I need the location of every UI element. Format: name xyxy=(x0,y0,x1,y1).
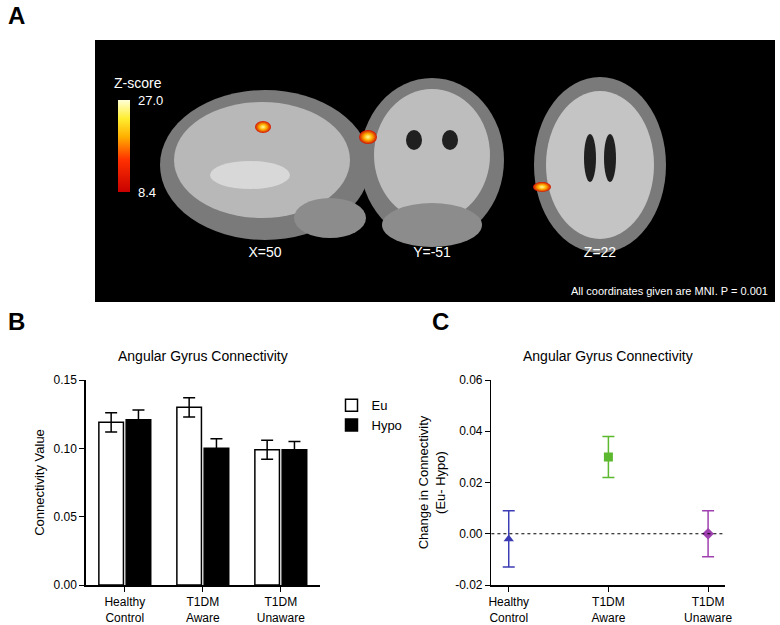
svg-text:0.05: 0.05 xyxy=(54,510,78,524)
svg-text:0.04: 0.04 xyxy=(459,424,483,438)
svg-text:27.0: 27.0 xyxy=(138,93,163,108)
svg-text:Hypo: Hypo xyxy=(372,418,402,433)
svg-text:Z-score: Z-score xyxy=(114,75,162,91)
svg-text:All coordinates given are MNI.: All coordinates given are MNI. P = 0.001 xyxy=(571,285,768,297)
svg-text:0.06: 0.06 xyxy=(459,373,483,387)
svg-text:Eu: Eu xyxy=(372,398,388,413)
svg-text:8.4: 8.4 xyxy=(138,185,156,200)
html-text:A: A xyxy=(8,2,26,29)
svg-text:Angular Gyrus Connectivity: Angular Gyrus Connectivity xyxy=(523,348,693,364)
svg-text:HealthyControl: HealthyControl xyxy=(104,595,145,625)
svg-text:Connectivity Value: Connectivity Value xyxy=(32,429,47,536)
svg-text:T1DMUnaware: T1DMUnaware xyxy=(684,595,732,625)
svg-text:HealthyControl: HealthyControl xyxy=(488,595,529,625)
svg-text:Angular Gyrus Connectivity: Angular Gyrus Connectivity xyxy=(118,348,288,364)
html-text:B: B xyxy=(8,308,26,335)
svg-text:T1DMUnaware: T1DMUnaware xyxy=(257,595,305,625)
svg-text:-0.02: -0.02 xyxy=(455,578,483,592)
svg-text:T1DMAware: T1DMAware xyxy=(186,595,220,625)
svg-text:0.00: 0.00 xyxy=(54,578,78,592)
svg-text:Y=-51: Y=-51 xyxy=(413,244,451,260)
html-text:C: C xyxy=(432,308,450,335)
svg-text:0.00: 0.00 xyxy=(459,527,483,541)
svg-text:T1DMAware: T1DMAware xyxy=(592,595,626,625)
svg-text:X=50: X=50 xyxy=(248,244,281,260)
svg-text:0.10: 0.10 xyxy=(54,442,78,456)
svg-text:0.02: 0.02 xyxy=(459,476,483,490)
svg-text:Z=22: Z=22 xyxy=(584,244,617,260)
svg-text:0.15: 0.15 xyxy=(54,373,78,387)
svg-text:Change in Connectivity(Eu- Hyp: Change in Connectivity(Eu- Hypo) xyxy=(416,415,448,549)
